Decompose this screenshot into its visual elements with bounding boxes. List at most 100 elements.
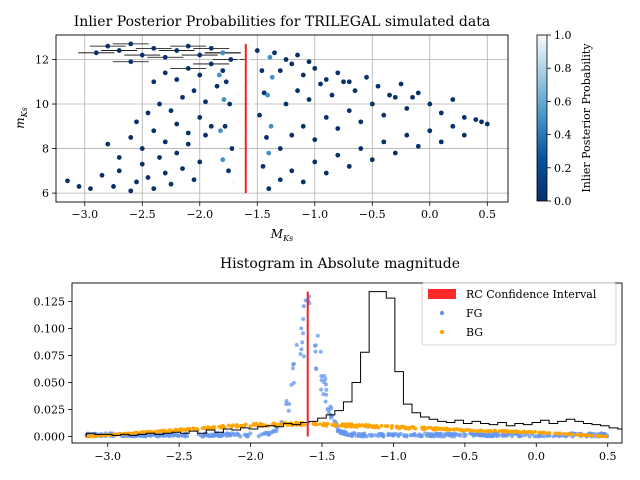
bg-point [322, 422, 326, 426]
top-point [134, 119, 139, 124]
bg-point [436, 426, 440, 430]
bg-point [326, 422, 330, 426]
top-chart-points [65, 42, 490, 194]
fg-point [449, 433, 453, 437]
top-point [278, 68, 283, 73]
fg-point [374, 433, 378, 437]
top-point [174, 151, 179, 156]
bg-point [414, 427, 418, 431]
fg-point [423, 431, 427, 435]
top-point [105, 44, 110, 49]
bottom-xtick-label: −0.5 [451, 450, 478, 463]
bg-point [397, 425, 401, 429]
top-point [240, 48, 245, 53]
top-point [249, 102, 254, 107]
top-point [251, 115, 256, 120]
top-point [270, 75, 275, 80]
fg-point [316, 334, 320, 338]
fg-point [301, 317, 305, 321]
top-point [174, 77, 179, 82]
top-xtick-label: −0.5 [359, 208, 386, 221]
top-point [180, 95, 185, 100]
top-point [151, 128, 156, 133]
top-point [239, 131, 244, 136]
top-point [335, 126, 340, 131]
fg-point [289, 383, 293, 387]
top-point [77, 184, 82, 189]
top-point [295, 53, 300, 58]
bg-point [301, 423, 305, 427]
bg-point [211, 426, 215, 430]
fg-point [295, 343, 299, 347]
top-point [399, 82, 404, 87]
top-point [203, 133, 208, 138]
top-point [234, 146, 239, 151]
fg-point [263, 431, 267, 435]
fg-point [324, 388, 328, 392]
top-point [307, 97, 312, 102]
top-point [410, 95, 415, 100]
top-point [278, 177, 283, 182]
top-point [307, 59, 312, 64]
colorbar-ticks: 0.00.20.40.60.81.0 [547, 29, 572, 208]
fg-point [324, 400, 328, 404]
top-point [105, 142, 110, 147]
fg-point [171, 434, 175, 438]
bg-point [231, 423, 235, 427]
bg-point [571, 433, 575, 437]
bottom-ytick-label: 0.000 [34, 431, 66, 444]
top-point [117, 155, 122, 160]
bg-point [533, 430, 537, 434]
bg-point [579, 433, 583, 437]
legend: RC Confidence Interval FG BG [422, 283, 616, 345]
bg-point [133, 431, 137, 435]
top-chart-xlabel: MKs [270, 227, 293, 243]
top-point [128, 188, 133, 193]
fg-point [267, 431, 271, 435]
top-ytick-label: 12 [35, 53, 49, 66]
top-point [404, 106, 409, 111]
top-point [347, 79, 352, 84]
bg-point [540, 431, 544, 435]
bg-point [587, 434, 591, 438]
bg-point [195, 427, 199, 431]
top-point [232, 99, 237, 104]
fg-point [438, 432, 442, 436]
colorbar-label: Inlier Posterior Probability [580, 43, 593, 193]
fg-point [287, 409, 291, 413]
bg-point [510, 430, 514, 434]
colorbar-tick-label: 0.2 [554, 162, 572, 175]
top-chart: Inlier Posterior Probabilities for TRILE… [13, 14, 508, 243]
top-point [330, 93, 335, 98]
bottom-xtick-label: −1.5 [309, 450, 336, 463]
top-point [233, 168, 238, 173]
fg-point [319, 350, 323, 354]
top-point [284, 57, 289, 62]
top-point [301, 180, 306, 185]
top-point [312, 137, 317, 142]
bottom-xtick-label: 0.0 [528, 450, 546, 463]
fg-point [328, 405, 332, 409]
top-point [224, 79, 229, 84]
bg-point [350, 424, 354, 428]
top-point [335, 153, 340, 158]
fg-point [314, 343, 318, 347]
bg-point [334, 422, 338, 426]
top-xtick-label: 0.5 [479, 208, 497, 221]
top-point [301, 73, 306, 78]
top-point [230, 146, 235, 151]
top-point [289, 62, 294, 67]
fg-point [167, 434, 171, 438]
top-point [65, 178, 70, 183]
legend-bg-label: BG [466, 326, 483, 339]
bg-point [425, 426, 429, 430]
colorbar-tick-label: 0.6 [554, 95, 572, 108]
top-xtick-label: −1.5 [244, 208, 271, 221]
fg-point [519, 434, 523, 438]
fg-point [274, 427, 278, 431]
fg-point [405, 433, 409, 437]
top-point [387, 93, 392, 98]
colorbar-tick-label: 0.0 [554, 195, 572, 208]
top-point [209, 62, 214, 67]
top-point [197, 160, 202, 165]
